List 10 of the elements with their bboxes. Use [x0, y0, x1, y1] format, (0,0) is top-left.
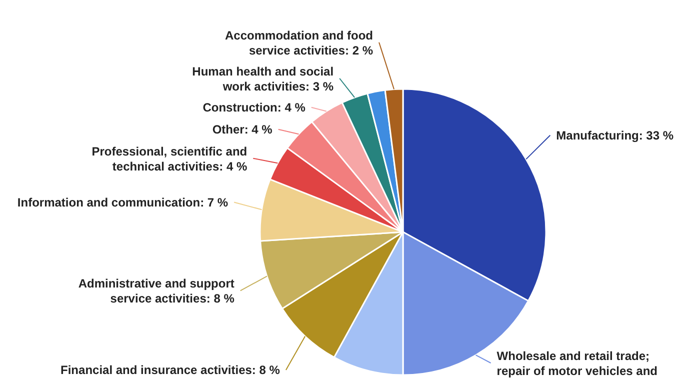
slice-label: Manufacturing: 33 % [556, 128, 674, 142]
slice-label: Accommodation and food service activities: 2 % [225, 28, 374, 58]
slice-label: Information and communication: 7 % [17, 195, 228, 210]
slice-label: Other: 4 % [212, 122, 273, 136]
slice-label: Professional, scientific and technical activities: 4 % [92, 144, 248, 174]
slice-label: Financial and insurance activities: 8 % [60, 363, 280, 377]
slice-label: Wholesale and retail trade; repair of motor vehicles and [496, 349, 658, 378]
slice-label: Human health and social work activities: 3 % [192, 64, 334, 94]
slice-label: Construction: 4 % [202, 100, 306, 114]
slice-label: Administrative and support service activities: 8 % [78, 276, 235, 306]
